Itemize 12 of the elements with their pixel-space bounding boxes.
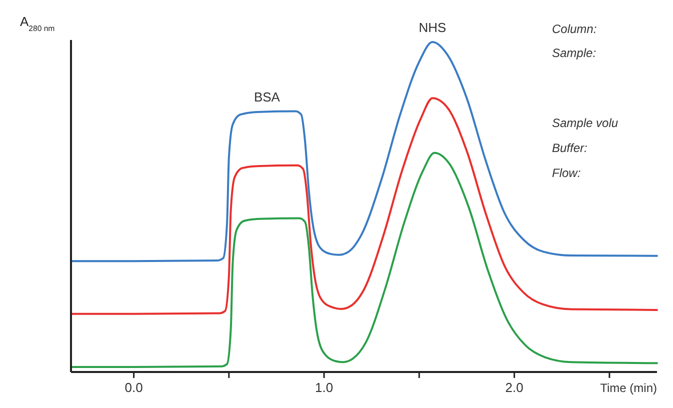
annotation: Sample volu [552,116,618,130]
annotation: NHS [418,20,447,35]
x-axis-title: Time (min) [600,381,657,395]
y-axis-title: A$_{280 nm}$ [20,14,55,32]
x-tick-label: 0.0 [124,380,143,395]
annotation: Buffer: [552,141,588,155]
annotation: Flow: [552,166,581,180]
x-tick-label: 1.0 [315,380,334,395]
text: Column: [552,22,597,36]
x-tick-label: 2.0 [505,380,524,395]
annotation: Sample: [552,46,596,60]
annotation: BSA [254,89,280,104]
